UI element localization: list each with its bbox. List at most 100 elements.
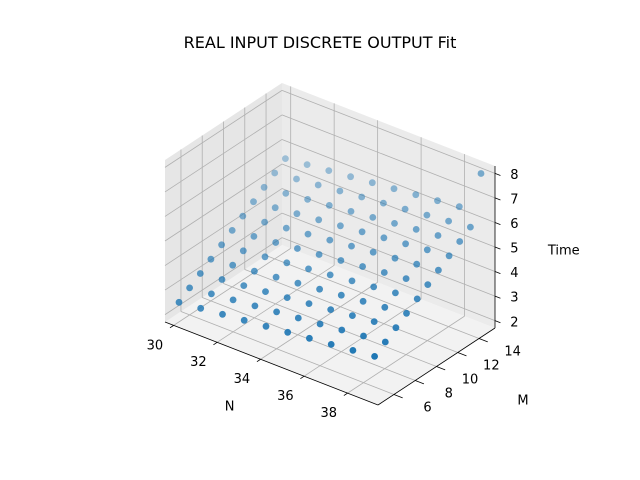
grid-line-z bbox=[164, 114, 283, 193]
data-point bbox=[219, 310, 226, 318]
x-tick-mark bbox=[169, 325, 174, 329]
data-point bbox=[271, 169, 279, 177]
grid-lines bbox=[164, 86, 496, 395]
data-point bbox=[445, 217, 452, 225]
data-point bbox=[477, 170, 485, 177]
data-point bbox=[315, 251, 323, 258]
data-point bbox=[368, 179, 376, 187]
grid-line-z bbox=[164, 139, 283, 217]
y-tick-mark bbox=[393, 394, 403, 399]
y-axis-label: M bbox=[517, 394, 528, 409]
data-point bbox=[282, 224, 290, 232]
grid-line-z bbox=[164, 163, 283, 242]
data-point bbox=[326, 236, 334, 244]
data-point bbox=[207, 255, 215, 263]
y-tick-mark bbox=[478, 338, 488, 343]
data-point bbox=[401, 205, 409, 213]
axis-labels: N M Time bbox=[225, 244, 580, 415]
axis-lines bbox=[164, 166, 501, 406]
x-tick-label: 30 bbox=[147, 338, 164, 353]
grid-line-y bbox=[265, 255, 480, 339]
data-point bbox=[262, 288, 269, 295]
data-point bbox=[282, 190, 290, 197]
grid-line-z bbox=[281, 212, 496, 297]
data-point bbox=[381, 303, 389, 311]
data-point bbox=[327, 341, 335, 348]
data-point bbox=[391, 220, 398, 227]
data-point bbox=[455, 203, 463, 211]
grid-line-y bbox=[180, 311, 395, 395]
z-tick-label: 3 bbox=[510, 291, 518, 306]
data-point bbox=[369, 214, 377, 221]
x-tick-mark bbox=[300, 375, 305, 379]
data-point bbox=[370, 318, 378, 325]
data-point bbox=[316, 320, 324, 328]
data-point bbox=[294, 314, 302, 322]
x-tick-mark bbox=[256, 358, 261, 363]
x-tick-mark bbox=[213, 341, 218, 346]
data-point bbox=[392, 324, 400, 332]
data-point bbox=[337, 291, 345, 299]
data-point bbox=[360, 332, 367, 340]
data-point bbox=[434, 232, 442, 239]
data-point bbox=[261, 253, 269, 261]
data-point bbox=[271, 204, 279, 212]
data-point bbox=[348, 242, 355, 250]
data-point bbox=[369, 248, 377, 256]
data-point bbox=[456, 238, 464, 245]
data-point bbox=[315, 216, 323, 224]
z-tick-mark bbox=[494, 197, 501, 201]
data-point bbox=[283, 294, 291, 301]
x-axis-label: N bbox=[225, 400, 235, 415]
data-point bbox=[293, 210, 301, 218]
data-point bbox=[390, 185, 398, 193]
grid-line-z bbox=[281, 163, 496, 248]
axis-panes bbox=[165, 83, 495, 405]
data-point bbox=[349, 312, 356, 319]
y-tick-label: 6 bbox=[423, 401, 431, 416]
data-point bbox=[284, 328, 292, 336]
data-point bbox=[434, 197, 441, 205]
data-point bbox=[435, 266, 442, 274]
data-point bbox=[412, 191, 420, 199]
data-point bbox=[359, 263, 366, 270]
data-point bbox=[294, 279, 302, 287]
grid-line-y bbox=[244, 269, 458, 353]
data-point bbox=[392, 289, 399, 297]
data-point bbox=[283, 259, 291, 267]
x-tick-label: 36 bbox=[277, 389, 294, 404]
x-tick-label: 32 bbox=[190, 355, 207, 370]
grid-line-z bbox=[164, 188, 283, 266]
grid-line-z bbox=[281, 188, 496, 272]
grid-line-z bbox=[281, 89, 496, 174]
data-point bbox=[423, 211, 431, 219]
data-point bbox=[316, 285, 323, 293]
data-point bbox=[240, 282, 248, 289]
data-point bbox=[347, 173, 354, 181]
data-point bbox=[336, 187, 344, 195]
data-point bbox=[293, 175, 300, 183]
data-point bbox=[229, 296, 237, 304]
data-point bbox=[359, 297, 367, 305]
data-point bbox=[305, 265, 312, 273]
data-point bbox=[347, 208, 355, 215]
data-point bbox=[196, 270, 204, 277]
data-point bbox=[282, 155, 289, 163]
data-point bbox=[337, 257, 345, 264]
data-point bbox=[251, 302, 259, 310]
grid-line-z bbox=[281, 114, 496, 199]
y-tick-label: 12 bbox=[483, 359, 500, 374]
data-point bbox=[250, 198, 257, 206]
data-point bbox=[402, 275, 410, 282]
data-point bbox=[326, 271, 334, 279]
z-tick-label: 4 bbox=[510, 266, 518, 281]
data-point bbox=[262, 322, 270, 330]
data-point bbox=[208, 290, 215, 298]
z-tick-mark bbox=[494, 222, 501, 225]
data-point bbox=[370, 283, 378, 291]
grid-line-z bbox=[281, 237, 496, 322]
data-point bbox=[229, 261, 237, 269]
data-point bbox=[261, 218, 268, 226]
